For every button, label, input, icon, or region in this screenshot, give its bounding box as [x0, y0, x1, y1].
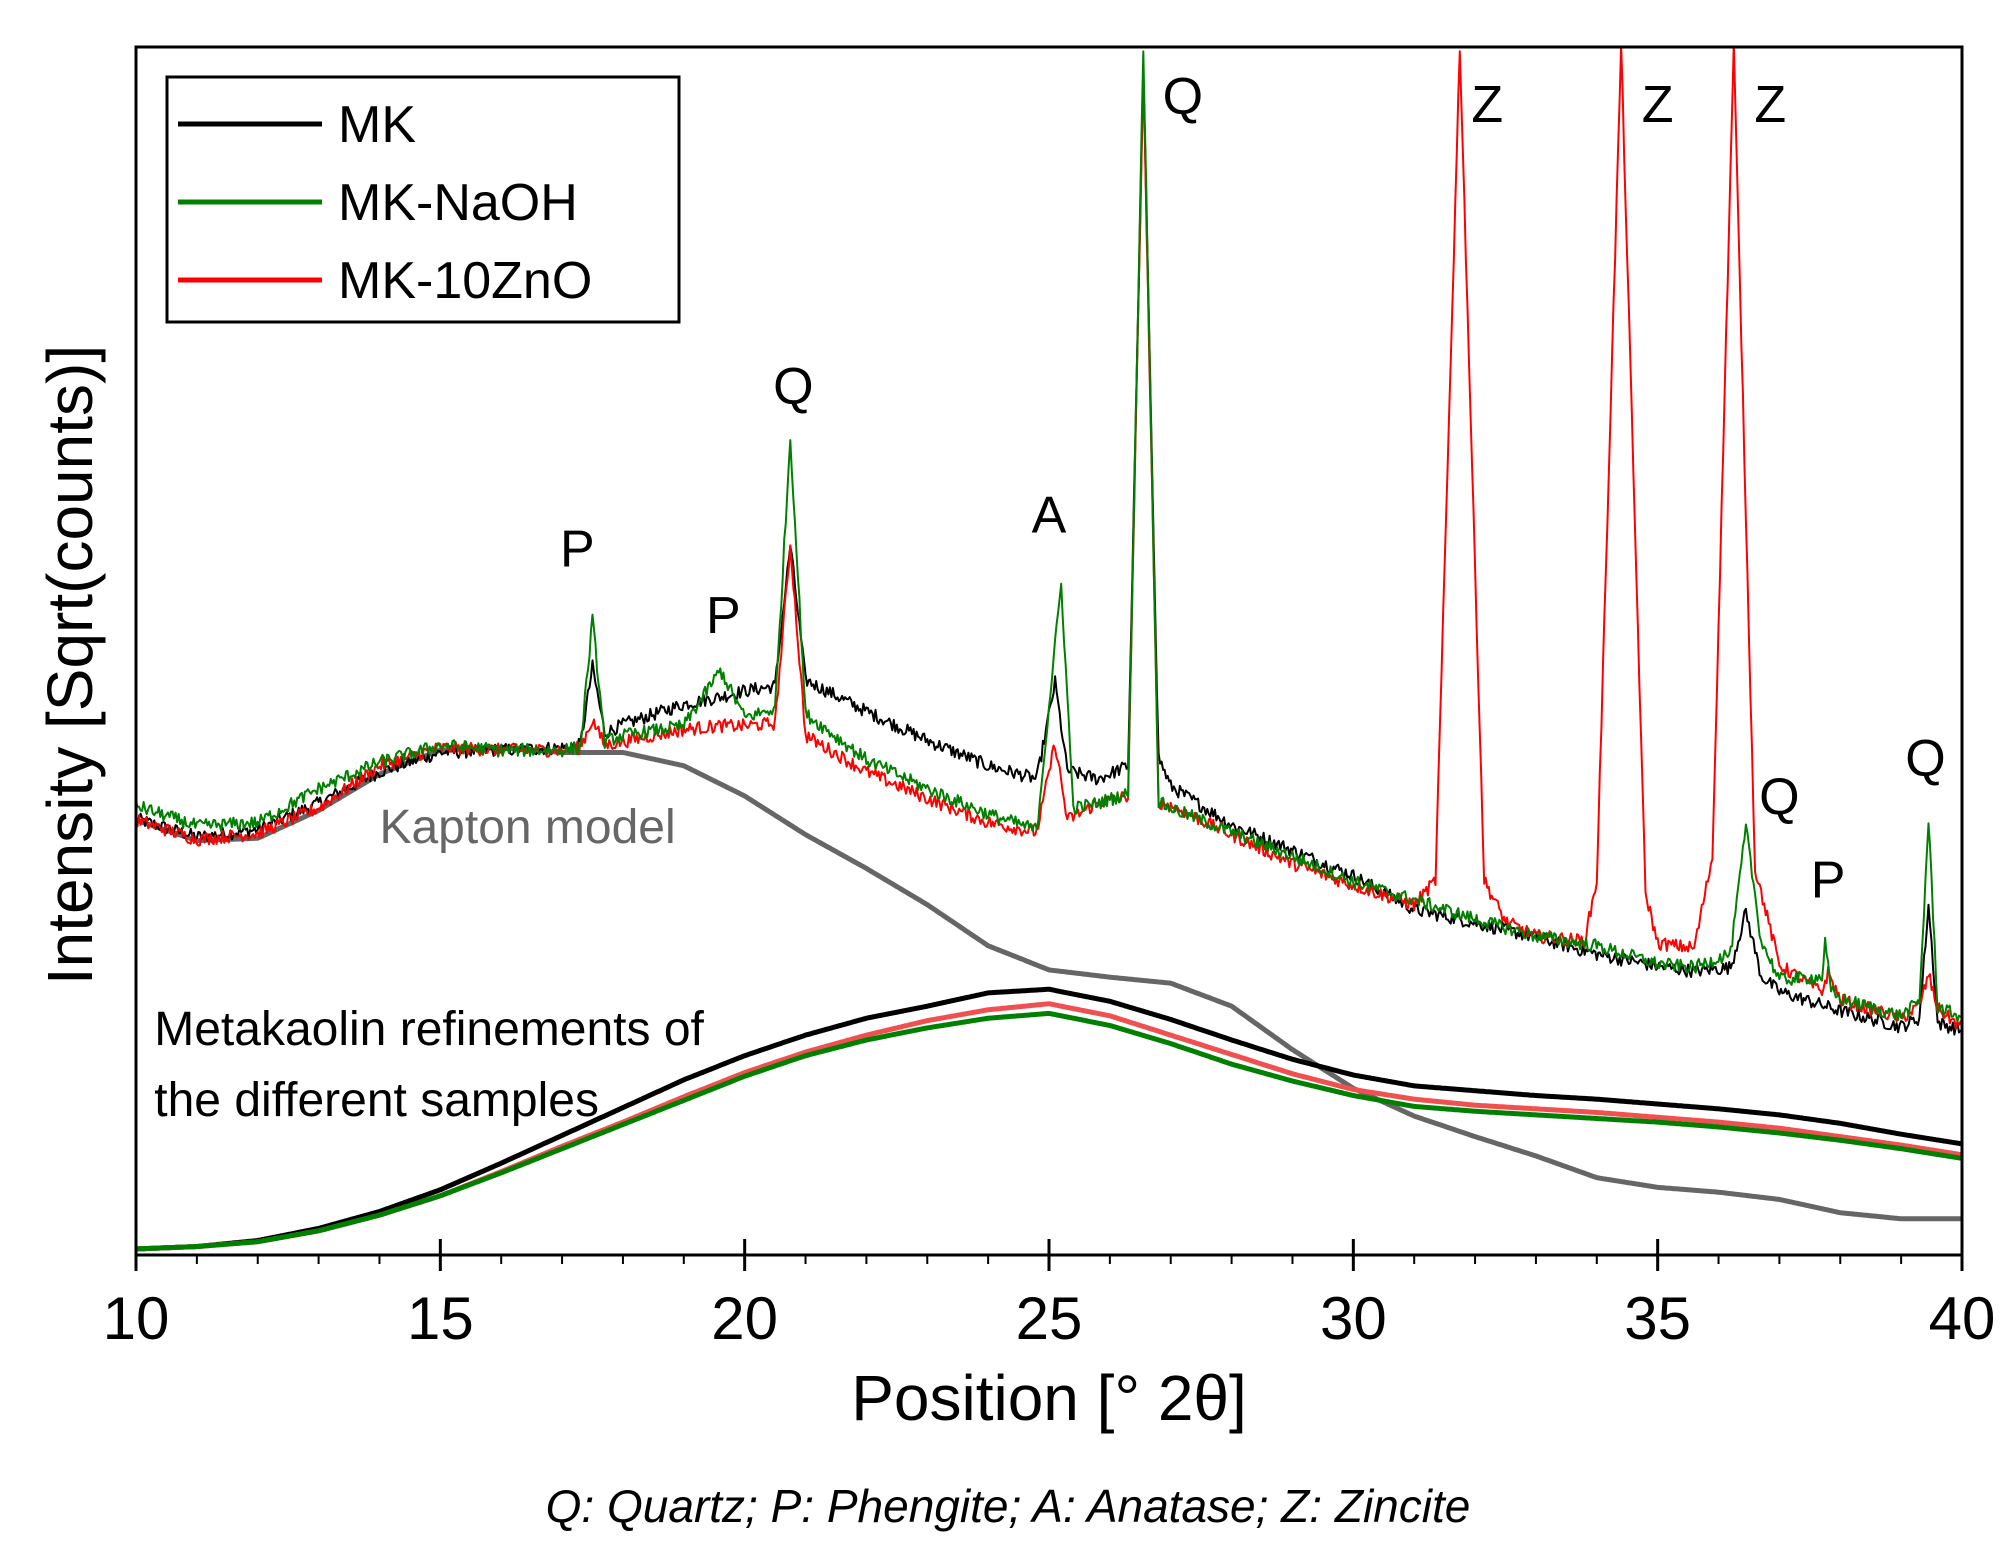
x-tick-label-35: 35 — [1624, 1285, 1691, 1352]
x-tick-label-25: 25 — [1016, 1285, 1083, 1352]
legend-label-mk-naoh: MK-NaOH — [338, 174, 578, 232]
peak-label-q-4: Q — [1163, 67, 1203, 125]
x-tick-label-40: 40 — [1929, 1285, 1996, 1352]
peak-label-z-7: Z — [1754, 76, 1786, 134]
series-mk-naoh — [136, 50, 1962, 1023]
x-tick-label-10: 10 — [103, 1285, 170, 1352]
peak-label-z-5: Z — [1471, 76, 1503, 134]
series-mk-10zno — [136, 47, 1962, 1030]
kapton-model-label: Kapton model — [379, 801, 675, 854]
series-metakaolin-refinement-mk — [136, 986, 1962, 1252]
x-tick-label-15: 15 — [407, 1285, 474, 1352]
peak-label-p-1: P — [706, 587, 741, 645]
peak-label-z-6: Z — [1642, 76, 1674, 134]
y-axis-title: Intensity [Sqrt(counts)] — [34, 345, 106, 985]
annotations: Kapton model Metakaolin refinements of the… — [154, 801, 704, 1127]
legend-label-mk-10zno: MK-10ZnO — [338, 252, 592, 310]
peak-label-q-10: Q — [1905, 729, 1945, 787]
peak-label-q-8: Q — [1759, 768, 1799, 826]
peak-label-p-9: P — [1811, 851, 1846, 909]
series-kapton-model — [136, 745, 1962, 1222]
series-layer — [136, 47, 1962, 1252]
x-tick-label-20: 20 — [711, 1285, 778, 1352]
phase-footnote: Q: Quartz; P: Phengite; A: Anatase; Z: Z… — [546, 1480, 1471, 1532]
peak-label-a-3: A — [1032, 487, 1067, 545]
x-axis: 10 15 20 25 30 35 40 — [103, 1239, 1996, 1352]
x-tick-label-30: 30 — [1320, 1285, 1387, 1352]
metakaolin-note-line-1: Metakaolin refinements of — [154, 1003, 704, 1056]
metakaolin-note-line-2: the different samples — [154, 1074, 599, 1127]
legend-label-mk: MK — [338, 96, 416, 154]
x-axis-title: Position [° 2θ] — [851, 1362, 1247, 1434]
peak-label-p-0: P — [560, 520, 595, 578]
peak-label-q-2: Q — [773, 357, 813, 415]
legend: MK MK-NaOH MK-10ZnO — [165, 75, 681, 324]
series-metakaolin-refinement-mk-naoh — [136, 1010, 1962, 1252]
